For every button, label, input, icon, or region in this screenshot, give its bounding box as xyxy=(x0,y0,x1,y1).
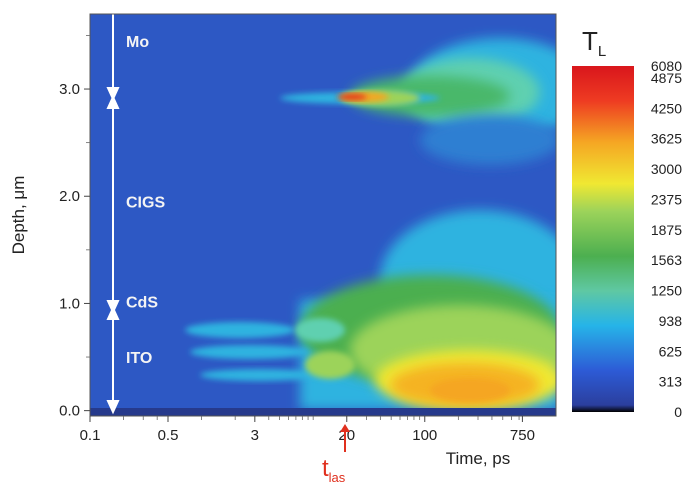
colorbar-title: TL xyxy=(582,26,606,60)
y-tick-label: 0.0 xyxy=(59,403,80,420)
x-tick-label: 0.1 xyxy=(80,427,101,444)
colorbar-tick-label: 3625 xyxy=(651,131,682,147)
y-tick-label: 1.0 xyxy=(59,295,80,312)
heatmap: Mo CIGS CdS ITO xyxy=(90,14,556,416)
layer-label: ITO xyxy=(126,350,152,367)
x-tick-label: 100 xyxy=(412,427,437,444)
y-tick-label: 2.0 xyxy=(59,188,80,205)
colorbar-tick-label: 4875 xyxy=(651,70,682,86)
layer-label: Mo xyxy=(126,34,149,51)
x-tick-label: 3 xyxy=(251,427,259,444)
plot-frame xyxy=(89,13,557,417)
colorbar-tick-label: 313 xyxy=(659,374,683,390)
colorbar-tick-label: 625 xyxy=(659,343,683,359)
y-axis-label: Depth, μm xyxy=(9,176,28,255)
x-axis-label: Time, ps xyxy=(446,449,511,468)
colorbar-tick-label: 1875 xyxy=(651,222,682,238)
x-tick-label: 750 xyxy=(510,427,535,444)
colorbar-gradient xyxy=(572,66,634,412)
hot-region-ito xyxy=(185,210,556,410)
hot-region-mo-interface xyxy=(280,38,556,165)
colorbar-tick-label: 3000 xyxy=(651,161,682,177)
t-las-annotation: tlas xyxy=(322,424,350,485)
colorbar-tick-label: 1563 xyxy=(651,252,682,268)
colorbar-tick-label: 1250 xyxy=(651,283,682,299)
layer-label: CIGS xyxy=(126,195,165,212)
colorbar-tick-label: 0 xyxy=(674,404,682,420)
layer-label: CdS xyxy=(126,294,158,311)
substrate-stripe xyxy=(90,408,556,416)
layer-arrows xyxy=(106,14,120,415)
t-las-label: tlas xyxy=(322,455,346,485)
colorbar-tick-label: 4250 xyxy=(651,100,682,116)
colorbar-tick-label: 6080 xyxy=(651,58,682,74)
colorbar-tick-label: 938 xyxy=(659,313,683,329)
y-tick-label: 3.0 xyxy=(59,81,80,98)
x-tick-label: 0.5 xyxy=(158,427,179,444)
colorbar-tick-label: 2375 xyxy=(651,191,682,207)
